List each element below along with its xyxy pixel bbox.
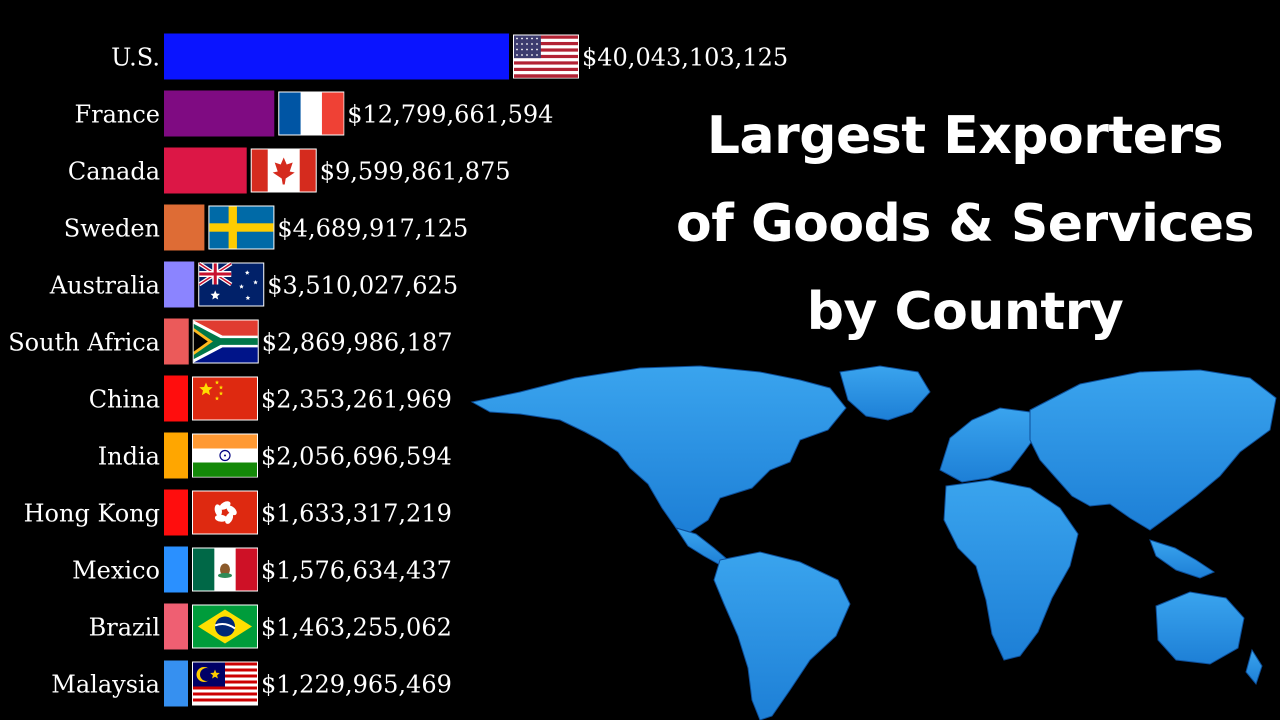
bar-row: Sweden $4,689,917,125	[64, 204, 468, 251]
france-flag-icon	[278, 91, 345, 136]
bar-row: Hong Kong $1,633,317,219	[24, 489, 452, 536]
bar	[164, 432, 188, 479]
bar	[164, 204, 205, 251]
title-line-1: Largest Exporters	[706, 106, 1224, 166]
bar-row: France $12,799,661,594	[74, 90, 553, 137]
category-label: China	[89, 386, 160, 414]
value-label: $1,633,317,219	[261, 500, 452, 528]
value-label: $1,576,634,437	[261, 557, 452, 585]
category-label: Canada	[68, 158, 160, 186]
value-label: $12,799,661,594	[347, 101, 553, 129]
value-label: $2,056,696,594	[261, 443, 452, 471]
south-africa-flag-icon	[192, 319, 259, 364]
category-label: South Africa	[8, 329, 160, 357]
hong-kong-flag-icon	[192, 490, 258, 535]
us-flag-icon	[513, 34, 579, 79]
value-label: $1,229,965,469	[261, 671, 452, 699]
title-line-2: of Goods & Services	[676, 194, 1254, 254]
bar-row: India $2,056,696,594	[98, 432, 452, 479]
bar	[164, 375, 188, 422]
value-label: $2,869,986,187	[262, 329, 453, 357]
value-label: $9,599,861,875	[320, 158, 511, 186]
title-line-3: by Country	[806, 282, 1124, 342]
value-label: $4,689,917,125	[277, 215, 468, 243]
chart-title: Largest Exporters of Goods & Services by…	[650, 92, 1280, 356]
china-flag-icon	[192, 376, 258, 421]
category-label: Brazil	[89, 614, 160, 642]
bar-row: Brazil $1,463,255,062	[89, 603, 452, 650]
bar	[164, 261, 195, 308]
category-label: India	[98, 443, 160, 471]
bar	[164, 33, 509, 80]
bar	[164, 546, 188, 593]
bar-row: Australia $3,510,027,625	[49, 261, 458, 308]
india-flag-icon	[192, 433, 258, 478]
category-label: Mexico	[72, 557, 160, 585]
value-label: $2,353,261,969	[261, 386, 452, 414]
bar-row: China $2,353,261,969	[89, 375, 452, 422]
value-label: $3,510,027,625	[267, 272, 458, 300]
category-label: Australia	[49, 272, 160, 300]
australia-flag-icon	[198, 261, 265, 307]
category-label: Malaysia	[51, 671, 160, 699]
bar	[164, 318, 189, 365]
category-label: Sweden	[64, 215, 160, 243]
bar	[164, 660, 188, 707]
malaysia-flag-icon	[192, 661, 258, 706]
bar-row: Canada $9,599,861,875	[68, 147, 511, 194]
category-label: France	[74, 101, 160, 129]
brazil-flag-icon	[192, 604, 258, 649]
category-label: Hong Kong	[24, 500, 160, 528]
bar-row: Malaysia $1,229,965,469	[51, 660, 452, 707]
bar	[164, 90, 275, 137]
value-label: $1,463,255,062	[261, 614, 452, 642]
bar-row: South Africa $2,869,986,187	[8, 318, 453, 365]
sweden-flag-icon	[208, 205, 275, 250]
bar	[164, 603, 188, 650]
world-map-image	[470, 365, 1277, 720]
bar-row: Mexico $1,576,634,437	[72, 546, 452, 593]
category-label: U.S.	[111, 44, 160, 72]
canada-flag-icon	[250, 148, 317, 193]
mexico-flag-icon	[192, 547, 258, 592]
bar	[164, 147, 247, 194]
value-label: $40,043,103,125	[582, 44, 788, 72]
bar-row: U.S. $40,043,103,125	[111, 33, 788, 80]
bar	[164, 489, 188, 536]
